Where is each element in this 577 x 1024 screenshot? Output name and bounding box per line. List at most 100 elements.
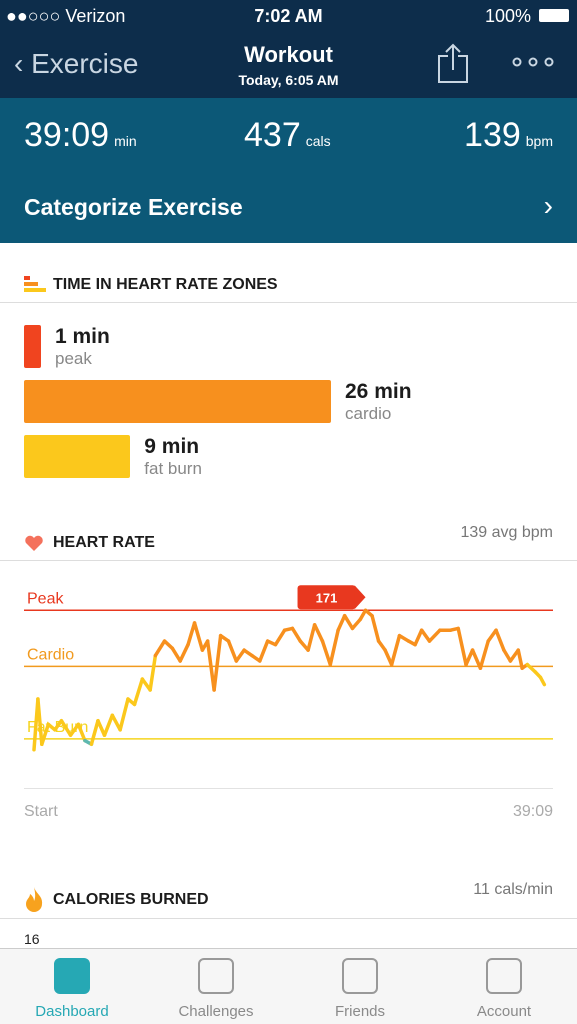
subtitle: Today, 6:05 AM xyxy=(238,72,339,88)
stats-band xyxy=(0,98,577,243)
stat: 39:09 min xyxy=(24,116,137,155)
heart-rate-segment xyxy=(350,617,363,631)
tab-label[interactable]: Account xyxy=(476,1003,532,1020)
heart-rate-segment xyxy=(516,648,524,670)
heart-rate-segment xyxy=(226,639,239,663)
peak-pointer xyxy=(354,585,366,610)
tab-icon[interactable] xyxy=(54,958,90,994)
stat-unit: cals xyxy=(305,133,331,149)
section-title: CALORIES BURNED xyxy=(53,891,209,908)
tab-icon[interactable] xyxy=(342,958,378,994)
back-button[interactable]: ‹ Exercise xyxy=(14,48,139,79)
zone-value: 9 min xyxy=(144,435,200,458)
zone-value: 1 min xyxy=(55,325,110,348)
heart-rate-segment xyxy=(486,628,498,643)
heart-icon xyxy=(25,535,43,551)
heart-rate-segment xyxy=(273,628,287,647)
stat: 139 bpm xyxy=(464,116,553,155)
heart-rate-segment xyxy=(419,628,432,643)
divider xyxy=(0,560,577,561)
tab-icon[interactable] xyxy=(198,958,234,994)
heart-rate-segment xyxy=(153,639,167,658)
tab-label[interactable]: Friends xyxy=(334,1003,386,1020)
top-bar xyxy=(0,0,577,98)
heart-rate-segment xyxy=(312,623,325,643)
stat: 437 cals xyxy=(244,116,331,155)
zones-icon xyxy=(24,276,46,292)
tab-label[interactable]: Challenges xyxy=(178,1003,254,1020)
heart-rate-segment xyxy=(376,639,387,652)
heart-rate-segment xyxy=(464,648,475,667)
zone-label: Peak xyxy=(27,590,64,607)
heart-rate-segment xyxy=(456,626,468,667)
heart-rate-segment xyxy=(413,628,424,647)
heart-rate-segment xyxy=(320,639,333,667)
zone-bar xyxy=(24,325,41,368)
heart-rate-segment xyxy=(370,613,381,643)
zone-name: fat burn xyxy=(144,459,202,478)
stat-unit: min xyxy=(114,133,137,149)
heart-rate-segment xyxy=(186,621,197,647)
zone-label: Cardio xyxy=(27,646,74,663)
battery-text: 100% xyxy=(484,6,531,26)
stat-value: 139 xyxy=(464,116,521,154)
heart-rate-segment xyxy=(342,613,355,631)
heart-rate-segment xyxy=(427,628,442,643)
heart-rate-segment xyxy=(40,722,51,747)
chevron: › xyxy=(543,190,553,221)
zone-name: cardio xyxy=(345,404,392,423)
tab-icon[interactable] xyxy=(486,958,522,994)
categorize-label[interactable]: Categorize Exercise xyxy=(24,194,243,220)
tab-bar xyxy=(0,948,577,1024)
carrier: ●●○○○ Verizon xyxy=(6,6,126,26)
stat-value: 39:09 xyxy=(24,116,110,154)
cal-rate: 11 cals/min xyxy=(473,881,553,898)
heart-rate-segment xyxy=(110,713,122,732)
zone-value: 26 min xyxy=(345,380,412,403)
x-end: 39:09 xyxy=(512,803,553,820)
heart-rate-segment xyxy=(258,639,270,663)
avg-bpm: 139 avg bpm xyxy=(460,524,553,541)
heart-rate-segment xyxy=(132,677,145,707)
zone-bar xyxy=(24,380,331,423)
heart-rate-segment xyxy=(212,633,223,692)
axis-label: 16 xyxy=(24,931,40,947)
back-label: Exercise xyxy=(31,48,139,79)
heart-rate-segment xyxy=(290,626,303,643)
heart-rate-segment xyxy=(336,613,347,632)
x-start: Start xyxy=(24,803,58,820)
stat-value: 437 xyxy=(244,116,301,154)
peak-value: 171 xyxy=(316,590,338,605)
heart-rate-segment xyxy=(170,646,182,663)
heart-rate-segment xyxy=(525,662,537,674)
heart-rate-segment xyxy=(502,648,513,663)
heart-rate-segment xyxy=(59,718,73,737)
title: Workout xyxy=(244,42,333,67)
heart-rate-segment xyxy=(76,722,87,743)
clock: 7:02 AM xyxy=(254,6,323,26)
tab-label[interactable]: Dashboard xyxy=(35,1003,109,1020)
share-icon[interactable] xyxy=(436,42,470,84)
heart-rate-segment xyxy=(118,697,130,732)
heart-rate-segment xyxy=(192,621,205,652)
heart-rate-segment xyxy=(178,642,190,663)
heart-rate-segment xyxy=(328,628,340,667)
zone-name: peak xyxy=(55,349,92,368)
divider xyxy=(0,918,577,919)
divider xyxy=(0,302,577,303)
heart-rate-segment xyxy=(494,628,506,652)
heart-rate-segment xyxy=(102,713,115,737)
heart-rate-segment xyxy=(397,633,411,643)
heart-rate-segment xyxy=(36,697,44,747)
flame-icon xyxy=(26,887,43,912)
battery-icon xyxy=(539,9,569,22)
heart-rate-segment xyxy=(89,718,100,747)
heart-rate-segment xyxy=(96,718,107,737)
heart-rate-segment xyxy=(306,623,317,652)
zone-bar xyxy=(24,435,131,478)
more-icon[interactable] xyxy=(512,56,554,68)
heart-rate-segment xyxy=(205,639,216,692)
section-title: TIME IN HEART RATE ZONES xyxy=(53,276,278,293)
heart-rate-segment xyxy=(470,648,483,670)
heart-rate-segment xyxy=(538,675,547,687)
